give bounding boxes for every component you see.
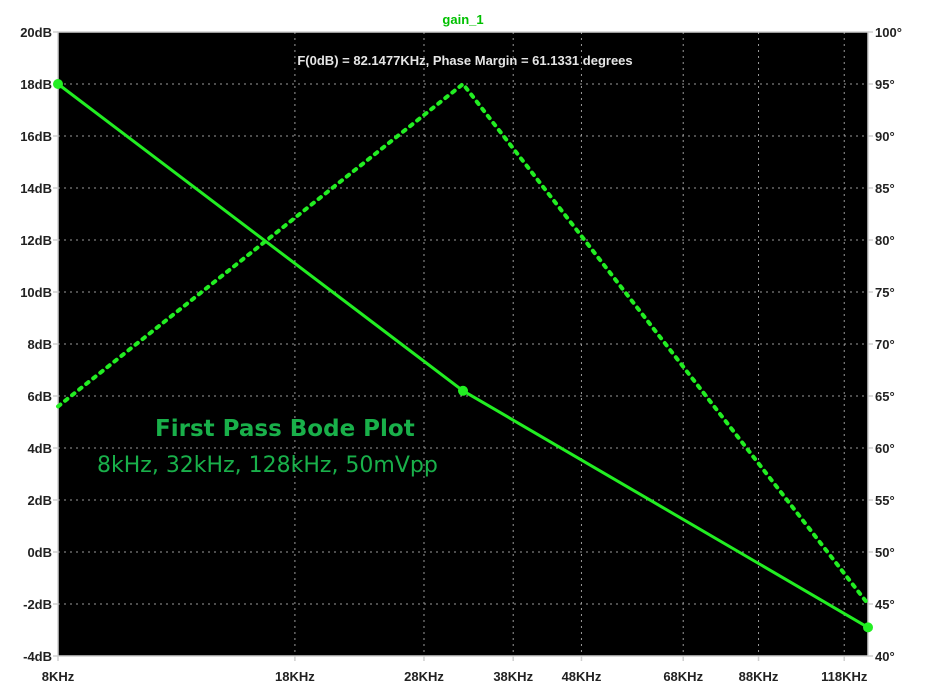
gain-data-point: [53, 79, 63, 89]
y-right-tick-label: 55°: [875, 493, 895, 508]
y-left-tick-label: 2dB: [27, 493, 52, 508]
x-tick-label: 118KHz: [821, 669, 868, 684]
chart-title: gain_1: [442, 12, 483, 27]
x-tick-label: 68KHz: [663, 669, 703, 684]
y-left-tick-label: 16dB: [20, 129, 52, 144]
grid-lines: [53, 31, 873, 661]
y-left-tick-label: 0dB: [27, 545, 52, 560]
overlay-subtitle: 8kHz, 32kHz, 128kHz, 50mVpp: [97, 453, 438, 478]
y-right-tick-label: 45°: [875, 597, 895, 612]
y-right-tick-label: 100°: [875, 25, 902, 40]
y-left-tick-label: -2dB: [23, 597, 52, 612]
gain-data-point: [863, 622, 873, 633]
y-right-tick-label: 80°: [875, 233, 895, 248]
y-left-tick-label: 4dB: [27, 441, 52, 456]
x-tick-label: 28KHz: [404, 669, 444, 684]
x-tick-label: 18KHz: [275, 669, 315, 684]
phase-margin-annotation: F(0dB) = 82.1477KHz, Phase Margin = 61.1…: [297, 53, 632, 68]
y-right-tick-label: 40°: [875, 649, 895, 664]
x-tick-label: 88KHz: [739, 669, 779, 684]
gain-data-point: [458, 385, 468, 396]
x-tick-label: 38KHz: [493, 669, 533, 684]
y-left-tick-label: 18dB: [20, 77, 52, 92]
y-right-tick-label: 65°: [875, 389, 895, 404]
y-left-tick-label: 10dB: [20, 285, 52, 300]
plot-background: [58, 32, 868, 656]
y-left-tick-label: 8dB: [27, 337, 52, 352]
y-left-tick-label: -4dB: [23, 649, 52, 664]
y-left-tick-label: 12dB: [20, 233, 52, 248]
y-right-tick-label: 50°: [875, 545, 895, 560]
y-right-tick-label: 95°: [875, 77, 895, 92]
x-tick-label: 48KHz: [562, 669, 602, 684]
overlay-title: First Pass Bode Plot: [155, 416, 415, 442]
plot-frame: [57, 31, 869, 657]
phase-trace: [56, 82, 870, 606]
y-left-tick-label: 6dB: [27, 389, 52, 404]
x-tick-label: 8KHz: [42, 669, 75, 684]
y-left-tick-label: 14dB: [20, 181, 52, 196]
tick-labels: 20dB 100° 18dB 95° 16dB 90° 14dB 85° 12dB 80° 10dB…: [20, 25, 902, 684]
data-series: [53, 79, 873, 633]
y-right-tick-label: 70°: [875, 337, 895, 352]
y-right-tick-label: 60°: [875, 441, 895, 456]
y-right-tick-label: 85°: [875, 181, 895, 196]
y-right-tick-label: 75°: [875, 285, 895, 300]
y-right-tick-label: 90°: [875, 129, 895, 144]
y-left-tick-label: 20dB: [20, 25, 52, 40]
